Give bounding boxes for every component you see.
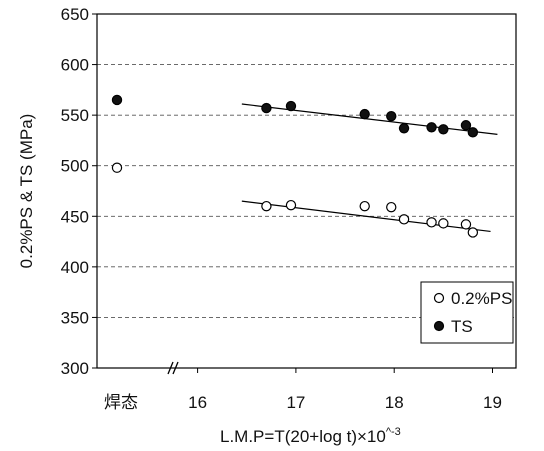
axis-break-slash-1 — [167, 361, 174, 375]
y-tick-label-350: 350 — [61, 308, 89, 327]
x-axis-ticks: 16 17 18 19 — [188, 368, 502, 412]
y-tick-label-600: 600 — [61, 56, 89, 75]
y-axis-title: 0.2%PS & TS (MPa) — [17, 114, 36, 269]
trend-lines — [241, 103, 498, 233]
y-axis-title-text: 0.2%PS & TS (MPa) — [17, 114, 36, 269]
point-0-2ps-4 — [398, 214, 410, 225]
legend-box — [420, 281, 514, 344]
axis-break-marker — [167, 361, 179, 375]
legend-marker-ts — [433, 320, 445, 332]
point-ts-6 — [438, 124, 449, 135]
plot-area-frame — [96, 13, 517, 369]
x-axis-title: L.M.P=T(20+log t)×10^-3 — [220, 426, 401, 446]
x-axis-title-text: L.M.P=T(20+log t)×10^-3 — [220, 426, 401, 446]
x-axis-title-superscript: ^-3 — [386, 426, 401, 438]
y-tick-label-500: 500 — [61, 157, 89, 176]
x-axis-title-main: L.M.P=T(20+log t)×10 — [220, 427, 386, 446]
point-0-2ps-1 — [285, 199, 297, 211]
point-0-2ps-5 — [426, 217, 437, 228]
point-0-2ps-6 — [438, 218, 449, 229]
y-axis-ticks: 300 350 400 450 500 550 600 650 — [61, 5, 97, 378]
trend-line-ts — [241, 103, 498, 135]
x-tick-label-16: 16 — [188, 393, 207, 412]
point-ts-0 — [261, 102, 272, 114]
point-ts-5 — [426, 122, 437, 133]
y-tick-label-650: 650 — [61, 5, 89, 24]
point-ts-2 — [359, 108, 370, 120]
y-tick-label-450: 450 — [61, 207, 89, 226]
x-tick-label-18: 18 — [385, 393, 404, 412]
point-ts-3 — [386, 110, 397, 122]
data-points — [111, 94, 479, 238]
legend-label-0-2ps: 0.2%PS — [451, 289, 512, 308]
y-tick-label-300: 300 — [61, 359, 89, 378]
legend-label-ts: TS — [451, 317, 473, 336]
point-0-2ps-2 — [359, 200, 370, 212]
point-0-2ps-0 — [261, 200, 272, 212]
point-as-welded-0-2ps — [111, 162, 123, 173]
x-tick-label-17: 17 — [286, 393, 305, 412]
point-0-2ps-7 — [460, 219, 472, 230]
point-0-2ps-8 — [467, 227, 479, 238]
point-ts-8 — [467, 127, 479, 138]
legend-marker-0-2ps — [433, 292, 445, 304]
point-ts-7 — [460, 120, 472, 131]
point-ts-4 — [398, 123, 410, 134]
legend: 0.2%PS TS — [420, 281, 514, 344]
point-as-welded-ts — [111, 94, 123, 106]
x-tick-label-19: 19 — [483, 393, 502, 412]
y-tick-label-400: 400 — [61, 258, 89, 277]
x-category-label: 焊态 — [104, 393, 138, 413]
y-tick-label-550: 550 — [61, 106, 89, 125]
point-ts-1 — [285, 100, 297, 112]
point-0-2ps-3 — [386, 201, 397, 213]
trend-line-0-2ps — [241, 200, 491, 233]
axis-break-slash-2 — [172, 361, 179, 375]
